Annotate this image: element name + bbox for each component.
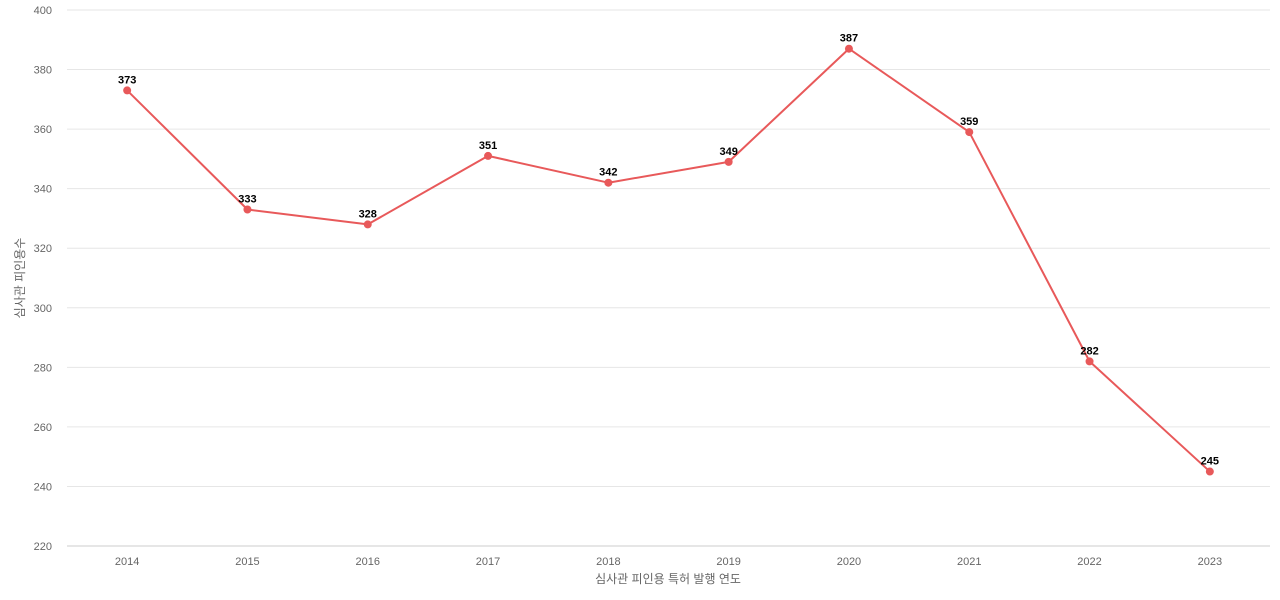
data-label: 328	[359, 208, 377, 220]
y-axis: 220 240 260 280 300 320 340 360 380 400	[34, 5, 52, 553]
data-point[interactable]	[1205, 467, 1214, 476]
y-tick-label: 360	[34, 124, 52, 136]
y-tick-label: 320	[34, 243, 52, 255]
y-tick-label: 260	[34, 422, 52, 434]
gridlines	[67, 9, 1270, 547]
data-label: 373	[118, 74, 136, 86]
y-tick-label: 300	[34, 303, 52, 315]
data-label: 359	[960, 116, 978, 128]
y-tick-label: 380	[34, 65, 52, 77]
x-axis: 2014 2015 2016 2017 2018 2019 2020 2021 2022 2023	[115, 556, 1222, 568]
y-tick-label: 400	[34, 5, 52, 17]
y-tick-label: 340	[34, 184, 52, 196]
x-tick-label: 2018	[596, 556, 620, 568]
data-label: 351	[479, 140, 497, 152]
x-tick-label: 2014	[115, 556, 139, 568]
data-point[interactable]	[363, 220, 372, 229]
data-point[interactable]	[965, 128, 974, 137]
data-point[interactable]	[123, 86, 132, 95]
x-tick-label: 2016	[356, 556, 380, 568]
data-point[interactable]	[243, 205, 252, 214]
data-point[interactable]	[484, 151, 493, 160]
x-tick-label: 2015	[235, 556, 259, 568]
data-point[interactable]	[844, 44, 853, 53]
x-tick-label: 2021	[957, 556, 981, 568]
data-label: 333	[238, 194, 256, 206]
data-label: 387	[840, 33, 858, 45]
y-axis-title: 심사관 피인용수	[13, 238, 27, 319]
y-tick-label: 240	[34, 481, 52, 493]
series-line-path	[126, 47, 1211, 473]
series-points	[123, 44, 1214, 476]
x-tick-label: 2020	[837, 556, 861, 568]
x-tick-label: 2017	[476, 556, 500, 568]
data-label: 342	[599, 167, 617, 179]
data-label: 349	[719, 146, 737, 158]
x-axis-title: 심사관 피인용 특허 발행 연도	[595, 571, 741, 586]
data-label: 282	[1080, 345, 1098, 357]
x-tick-label: 2019	[716, 556, 740, 568]
data-labels: 373 333 328 351 342 349 387 359 282 245	[118, 33, 1219, 468]
data-point[interactable]	[1085, 357, 1094, 366]
data-point[interactable]	[604, 178, 613, 187]
x-tick-label: 2022	[1077, 556, 1101, 568]
y-tick-label: 280	[34, 362, 52, 374]
x-tick-label: 2023	[1198, 556, 1222, 568]
y-tick-label: 220	[34, 541, 52, 553]
data-label: 245	[1201, 456, 1219, 468]
series-line	[126, 47, 1211, 473]
data-point[interactable]	[724, 157, 733, 166]
